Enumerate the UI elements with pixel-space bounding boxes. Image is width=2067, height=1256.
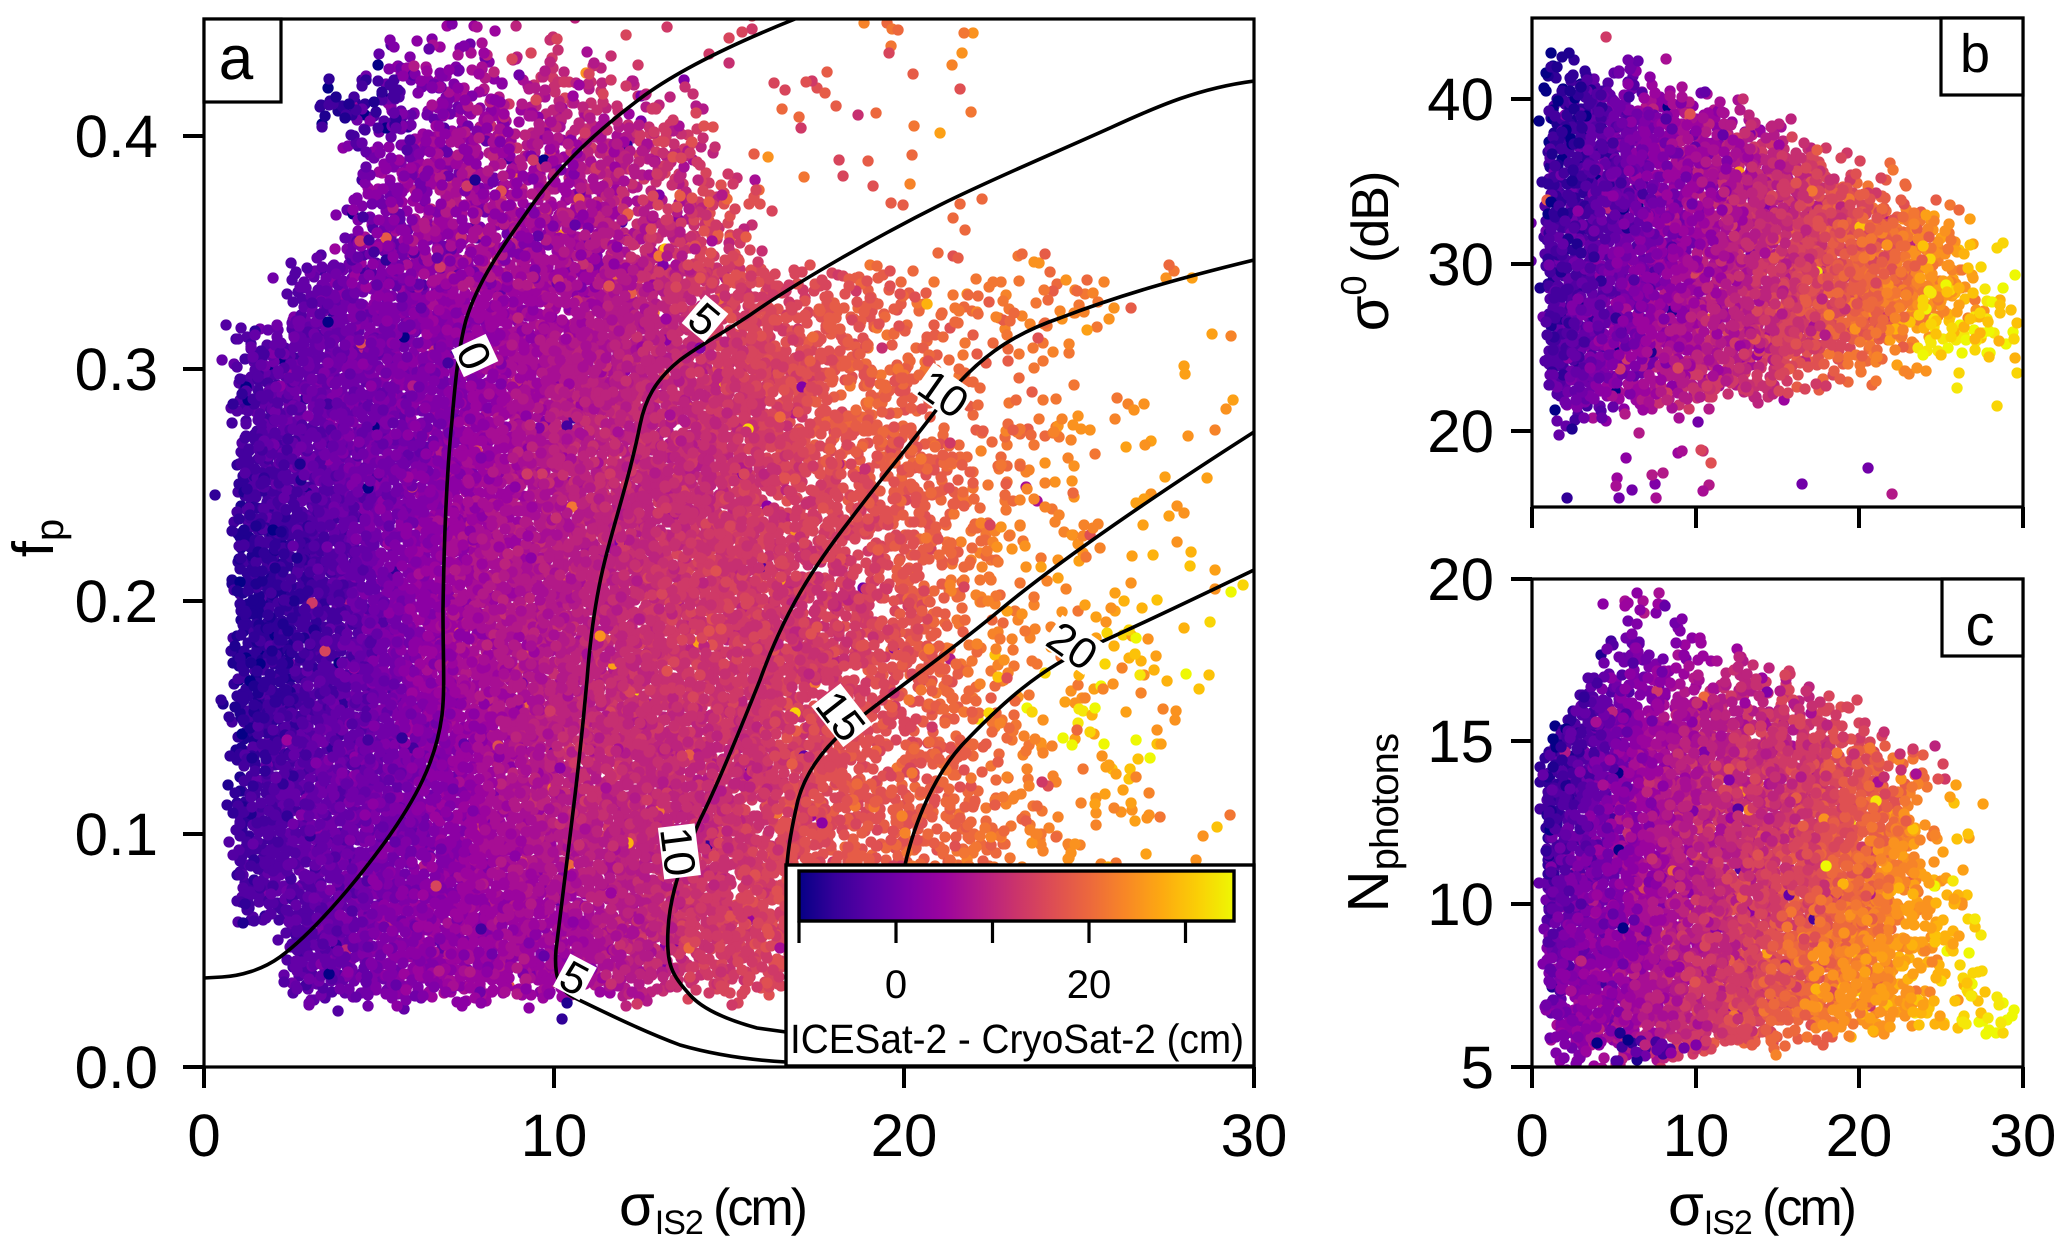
svg-text:40: 40 [1427, 66, 1494, 133]
svg-text:10: 10 [1663, 1102, 1730, 1169]
svg-text:0.4: 0.4 [75, 103, 158, 170]
svg-text:c: c [1966, 593, 1995, 658]
svg-text:5: 5 [1461, 1034, 1494, 1101]
svg-text:20: 20 [871, 1102, 938, 1169]
svg-text:a: a [219, 24, 254, 93]
svg-text:0.3: 0.3 [75, 336, 158, 403]
svg-text:(cm): (cm) [713, 1179, 806, 1237]
svg-text:20: 20 [1427, 398, 1494, 465]
svg-text:20: 20 [1427, 546, 1494, 613]
svg-text:15: 15 [1427, 708, 1494, 775]
svg-text:10: 10 [1427, 871, 1494, 938]
svg-text:σ0 (dB): σ0 (dB) [1333, 173, 1401, 332]
svg-text:30: 30 [1221, 1102, 1288, 1169]
svg-text:30: 30 [1990, 1102, 2057, 1169]
svg-text:0: 0 [885, 963, 907, 1007]
svg-text:0.2: 0.2 [75, 568, 158, 635]
svg-text:ICESat-2 - CryoSat-2 (cm): ICESat-2 - CryoSat-2 (cm) [790, 1016, 1244, 1062]
svg-text:(cm): (cm) [1762, 1179, 1855, 1237]
svg-text:b: b [1960, 24, 1990, 84]
svg-text:0: 0 [1515, 1102, 1548, 1169]
svg-text:0.1: 0.1 [75, 801, 158, 868]
svg-text:10: 10 [521, 1102, 588, 1169]
svg-text:10: 10 [650, 824, 705, 879]
svg-text:20: 20 [1067, 963, 1112, 1007]
svg-text:20: 20 [1826, 1102, 1893, 1169]
svg-text:30: 30 [1427, 231, 1494, 298]
svg-text:0.0: 0.0 [75, 1034, 158, 1101]
svg-text:0: 0 [187, 1102, 220, 1169]
